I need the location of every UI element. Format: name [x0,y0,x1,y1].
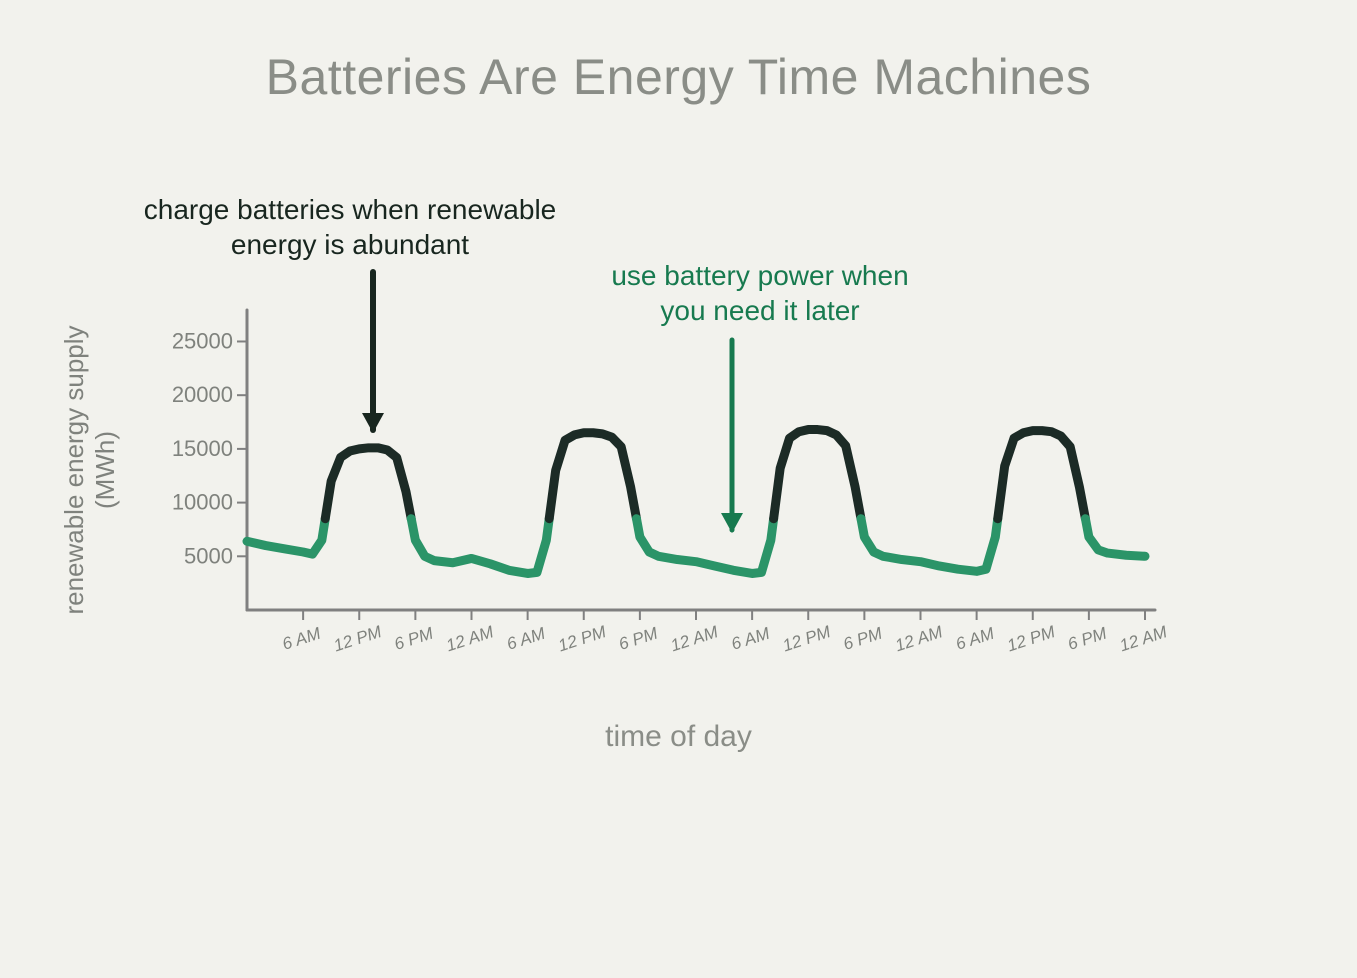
x-tick-label: 6 PM [616,623,660,654]
x-tick-label: 12 PM [556,622,609,656]
series-segment [247,519,325,554]
x-tick-label: 12 AM [444,622,497,655]
series-segment [1085,519,1145,557]
y-tick-label: 15000 [172,436,233,461]
x-tick-label: 6 AM [953,623,997,653]
x-tick-label: 12 AM [1117,622,1170,655]
x-tick-label: 6 AM [280,623,324,653]
x-tick-label: 12 AM [668,622,721,655]
y-tick-label: 20000 [172,382,233,407]
annotation-arrow-head [721,513,743,533]
x-tick-label: 12 PM [1005,622,1058,656]
y-ticks: 5000 10000 15000 20000 25000 [172,328,247,568]
series-segment [998,431,1086,519]
data-series [247,430,1145,574]
x-tick-label: 6 AM [729,623,773,653]
x-tick-label: 6 PM [841,623,885,654]
x-tick-label: 6 PM [392,623,436,654]
x-ticks: 6 AM12 PM6 PM12 AM6 AM12 PM6 PM12 AM6 AM… [280,610,1170,655]
x-tick-label: 6 AM [504,623,548,653]
series-segment [636,519,773,574]
series-segment [861,519,998,572]
annotation-arrow-head [362,413,384,433]
series-segment [549,433,636,519]
infographic-page: Batteries Are Energy Time Machines charg… [0,0,1357,978]
y-tick-label: 10000 [172,490,233,515]
y-tick-label: 25000 [172,328,233,353]
series-segment [325,448,411,519]
series-segment [411,519,549,574]
chart-svg: 500010000150002000025000 6 AM12 PM6 PM12… [0,0,1357,978]
x-tick-label: 6 PM [1065,623,1109,654]
series-segment [774,430,861,519]
x-tick-label: 12 PM [331,622,384,656]
x-tick-label: 12 PM [780,622,833,656]
y-tick-label: 5000 [184,543,233,568]
x-tick-label: 12 AM [893,622,946,655]
